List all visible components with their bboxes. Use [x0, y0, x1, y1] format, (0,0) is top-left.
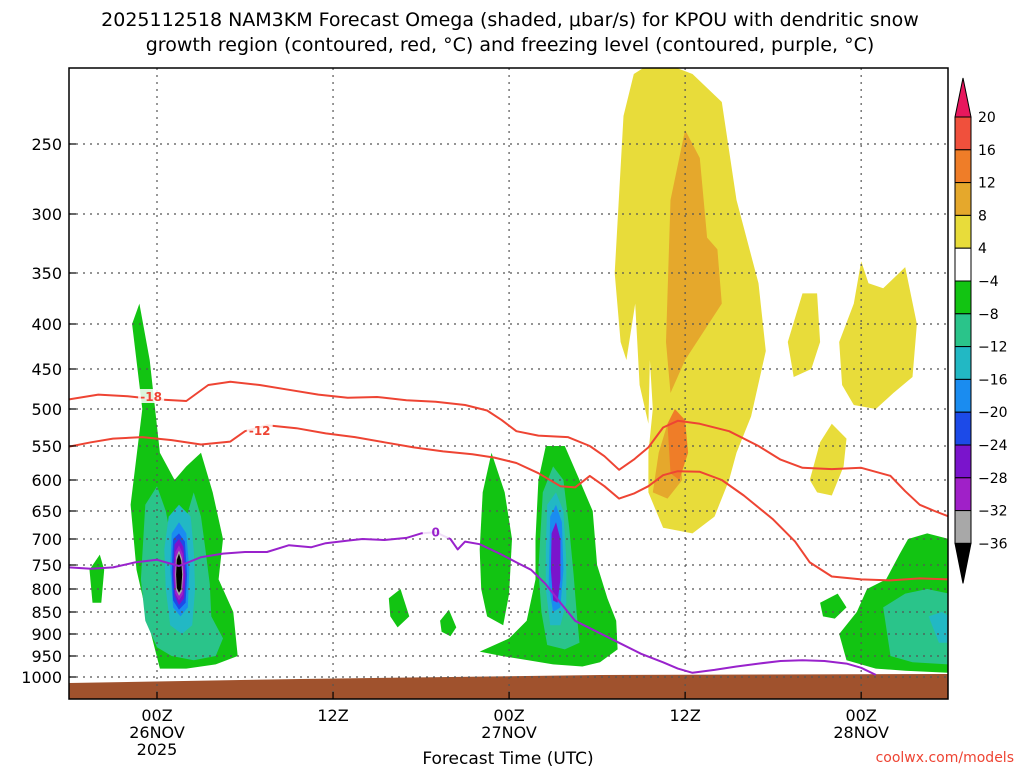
xtick-label-2-1: 27NOV [481, 723, 537, 742]
chart-title-line2: growth region (contoured, red, °C) and f… [146, 34, 875, 56]
xtick-label-3-0: 12Z [669, 706, 700, 725]
colorbar-box-7 [954, 313, 972, 348]
omega-region-20 [928, 612, 948, 643]
ytick-label-250: 250 [31, 135, 62, 154]
omega-region-12 [440, 609, 457, 637]
colorbar-label-9: −20 [978, 405, 1008, 421]
ytick-label-400: 400 [31, 315, 62, 334]
ytick-label-850: 850 [31, 603, 62, 622]
ytick-label-600: 600 [31, 471, 62, 490]
ytick-label-750: 750 [31, 556, 62, 575]
omega-region-17 [883, 589, 948, 665]
dgz-contour-label-bg-0 [138, 389, 165, 403]
omega-region-8 [89, 554, 105, 603]
colorbar-label-5: −4 [978, 274, 999, 290]
chart-title-line1: 2025112518 NAM3KM Forecast Omega (shaded… [101, 9, 919, 31]
omega-region-1 [787, 293, 821, 377]
colorbar-box-6 [954, 280, 972, 315]
colorbar-box-8 [954, 346, 972, 380]
omega-shading-layer [89, 68, 948, 673]
xtick-label-4-1: 28NOV [833, 723, 889, 742]
xtick-label-4-0: 00Z [845, 706, 876, 725]
y-axis-ticks: 250 300 350 400 450 500 550 600 650 700 750 800 850 9… [21, 135, 76, 687]
credit-text: coolwx.com/models [876, 750, 1014, 766]
colorbar-box-12 [954, 477, 972, 512]
plot-area: -18 -12 0 [69, 68, 948, 699]
colorbar-top-arrow [954, 77, 972, 118]
colorbar-box-3 [954, 182, 972, 216]
colorbar-label-8: −16 [978, 372, 1008, 388]
colorbar-label-1: 16 [978, 143, 996, 159]
colorbar-bottom-arrow [954, 542, 972, 584]
colorbar-label-6: −8 [978, 307, 999, 323]
freezing-contour-label-0: 0 [432, 525, 440, 539]
colorbar-box-9 [954, 378, 972, 413]
omega-region-9 [479, 452, 512, 626]
colorbar-label-13: −36 [978, 536, 1008, 552]
ytick-label-550: 550 [31, 437, 62, 456]
ytick-label-450: 450 [31, 360, 62, 379]
omega-region-25 [550, 522, 561, 603]
freezing-level-contours: 0 [69, 524, 877, 676]
ytick-label-950: 950 [31, 647, 62, 666]
dgz-contour-line-0 [69, 380, 948, 518]
colorbar-box-11 [954, 444, 972, 479]
colorbar-label-0: 20 [978, 110, 996, 126]
ytick-label-300: 300 [31, 205, 62, 224]
xtick-label-0-0: 00Z [141, 706, 172, 725]
x-axis-label: Forecast Time (UTC) [422, 749, 593, 768]
dgz-contour-label-1: -12 [249, 424, 271, 438]
ytick-label-350: 350 [31, 264, 62, 283]
omega-region-6 [667, 409, 689, 480]
colorbar-box-2 [954, 149, 972, 184]
freezing-contour-line-0 [69, 531, 877, 676]
ground-layer [69, 674, 948, 699]
ytick-label-900: 900 [31, 625, 62, 644]
xtick-label-0-1: 26NOV [129, 723, 185, 742]
colorbar-label-11: −28 [978, 471, 1008, 487]
dgz-contour-line-1 [69, 424, 948, 582]
colorbar-label-7: −12 [978, 340, 1008, 356]
omega-region-2 [809, 423, 847, 496]
colorbar-label-12: −32 [978, 504, 1008, 520]
colorbar-box-4 [954, 214, 972, 249]
ground-surface [69, 674, 948, 699]
dgz-contours: -18 -12 [69, 380, 948, 582]
freezing-contour-label-bg-0 [422, 524, 449, 539]
colorbar-label-4: 4 [978, 241, 987, 257]
ytick-label-500: 500 [31, 400, 62, 419]
dgz-contour-label-0: -18 [140, 390, 162, 404]
colorbar: 20 16 12 8 4 −4 −8 −12 −16 −20 −24 −28 −32 −36 [954, 77, 1008, 584]
colorbar-box-5 [954, 247, 972, 282]
colorbar-box-1 [954, 116, 972, 151]
ytick-label-800: 800 [31, 580, 62, 599]
colorbar-label-2: 12 [978, 176, 996, 192]
ytick-label-700: 700 [31, 530, 62, 549]
xtick-label-1-0: 12Z [317, 706, 348, 725]
colorbar-box-10 [954, 411, 972, 446]
grid-lines [69, 68, 948, 699]
xtick-label-0-2: 2025 [137, 740, 178, 759]
ytick-label-650: 650 [31, 502, 62, 521]
omega-region-14 [820, 593, 847, 619]
omega-region-3 [839, 261, 917, 409]
dgz-contour-label-bg-1 [246, 423, 273, 438]
omega-region-4 [666, 130, 722, 393]
xtick-label-2-0: 00Z [493, 706, 524, 725]
omega-region-11 [388, 589, 410, 628]
colorbar-box-13 [954, 510, 972, 544]
omega-region-28 [176, 553, 183, 593]
ytick-label-1000: 1000 [21, 668, 62, 687]
colorbar-label-10: −24 [978, 438, 1008, 454]
colorbar-label-3: 8 [978, 208, 987, 224]
